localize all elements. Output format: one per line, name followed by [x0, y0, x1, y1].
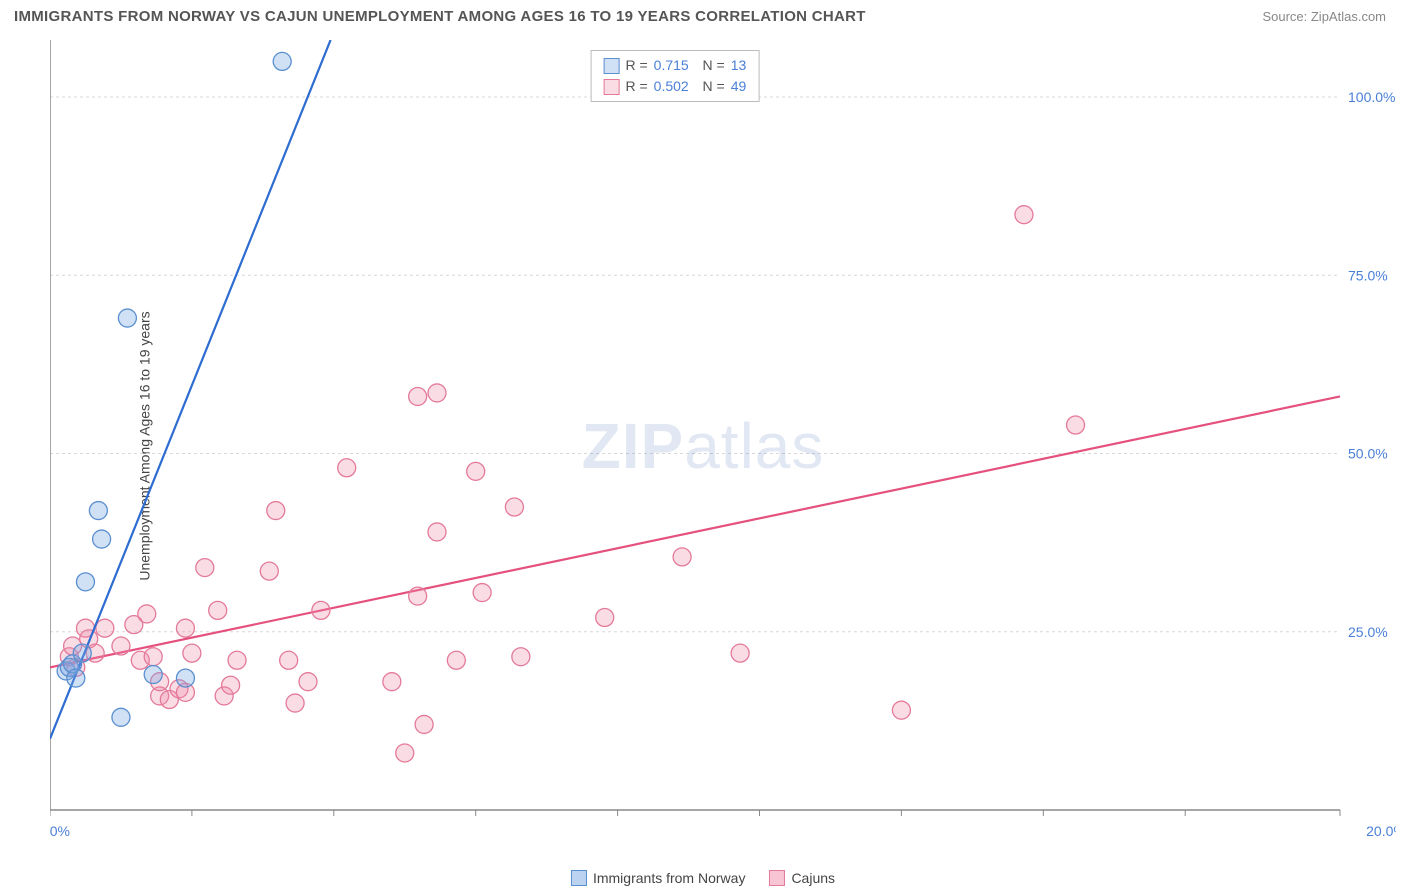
legend-row-cajuns: R = 0.502 N = 49	[603, 76, 746, 97]
legend-swatch-cajuns	[603, 79, 619, 95]
svg-text:75.0%: 75.0%	[1348, 267, 1388, 283]
series-legend: Immigrants from Norway Cajuns	[571, 870, 835, 886]
legend-row-norway: R = 0.715 N = 13	[603, 55, 746, 76]
legend-label-cajuns: Cajuns	[791, 870, 835, 886]
chart-header: IMMIGRANTS FROM NORWAY VS CAJUN UNEMPLOY…	[0, 0, 1406, 29]
legend-swatch-cajuns	[769, 870, 785, 886]
correlation-legend: R = 0.715 N = 13 R = 0.502 N = 49	[590, 50, 759, 102]
legend-swatch-norway	[571, 870, 587, 886]
legend-label-norway: Immigrants from Norway	[593, 870, 745, 886]
n-label: N =	[695, 76, 725, 97]
chart-source: Source: ZipAtlas.com	[1262, 9, 1386, 24]
svg-text:25.0%: 25.0%	[1348, 624, 1388, 640]
svg-text:100.0%: 100.0%	[1348, 89, 1395, 105]
legend-swatch-norway	[603, 58, 619, 74]
r-value-cajuns: 0.502	[654, 76, 689, 97]
n-label: N =	[695, 55, 725, 76]
r-value-norway: 0.715	[654, 55, 689, 76]
chart-title: IMMIGRANTS FROM NORWAY VS CAJUN UNEMPLOY…	[14, 8, 866, 25]
r-label: R =	[625, 76, 647, 97]
n-value-norway: 13	[731, 55, 747, 76]
svg-text:50.0%: 50.0%	[1348, 446, 1388, 462]
legend-item-cajuns: Cajuns	[769, 870, 835, 886]
r-label: R =	[625, 55, 647, 76]
svg-text:20.0%: 20.0%	[1366, 823, 1396, 839]
svg-text:0.0%: 0.0%	[50, 823, 70, 839]
n-value-cajuns: 49	[731, 76, 747, 97]
legend-item-norway: Immigrants from Norway	[571, 870, 745, 886]
chart-area: 25.0% 50.0% 75.0% 100.0% 0.0% 20.0%	[50, 40, 1396, 852]
scatter-chart: 25.0% 50.0% 75.0% 100.0% 0.0% 20.0%	[50, 40, 1396, 852]
